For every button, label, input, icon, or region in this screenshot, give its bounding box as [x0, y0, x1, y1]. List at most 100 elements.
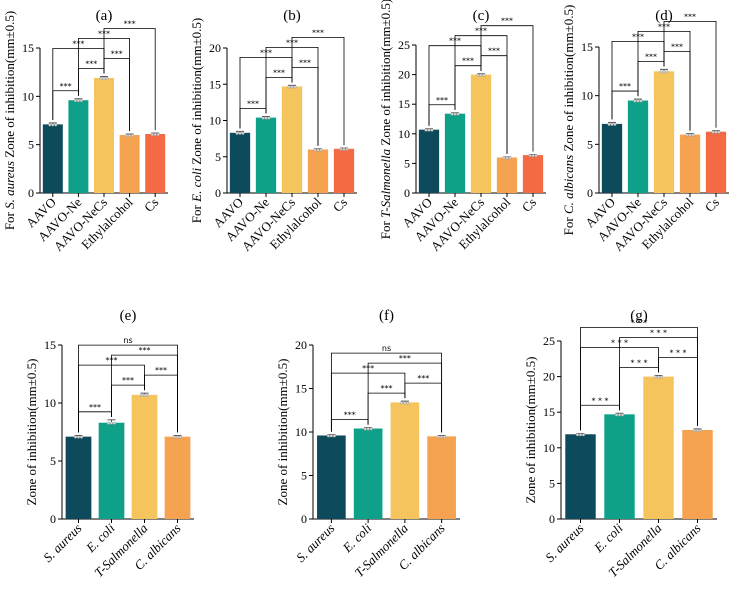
bar: [333, 148, 355, 193]
significance-label: * * *: [669, 349, 686, 358]
significance-label: ***: [344, 411, 356, 420]
significance-label: * * *: [630, 319, 647, 328]
replicate-dot: [109, 421, 113, 425]
replicate-dot: [582, 433, 586, 437]
significance-bracket: [78, 344, 178, 433]
y-tick-label: 10: [543, 441, 555, 455]
replicate-dot: [508, 156, 512, 160]
chart-panel-c: (c) 0 5 10 15 20 25 For T-Salmonella Zone of in…: [378, 0, 546, 254]
replicate-dot: [579, 433, 583, 437]
replicate-dot: [172, 435, 176, 439]
bar: [444, 113, 466, 193]
y-tick-label: 10: [209, 114, 221, 128]
significance-label: ***: [619, 82, 631, 91]
replicate-dot: [699, 429, 703, 433]
replicate-dot: [142, 393, 146, 397]
significance-bracket: [480, 25, 534, 152]
y-tick-label: 10: [44, 396, 56, 410]
category-label: E. coli: [590, 520, 626, 556]
replicate-dot: [528, 154, 532, 158]
chart-panel-d: (d) 0 5 10 15 For C. albicans Zone of inhibit…: [561, 5, 729, 254]
bar: [131, 394, 158, 519]
replicate-dot: [654, 375, 658, 379]
y-tick-label: 0: [549, 512, 555, 526]
significance-label: ***: [299, 58, 311, 67]
bar: [390, 402, 420, 519]
y-tick-label: 5: [28, 138, 34, 152]
category-label: Cs: [330, 195, 350, 215]
chart-panel-a: (a) 0 5 10 15 For S. aureus Zone of inhibitio…: [2, 8, 168, 254]
replicate-dot: [424, 128, 428, 132]
replicate-dot: [131, 133, 135, 137]
replicate-dot: [73, 99, 77, 103]
replicate-dot: [235, 131, 239, 135]
replicate-dot: [156, 133, 160, 137]
replicate-dot: [319, 148, 323, 152]
replicate-dot: [316, 148, 320, 152]
y-axis-title: Zone of inhibition(mm±0.5): [24, 359, 39, 506]
replicate-dot: [125, 133, 129, 137]
y-axis-title: For E. coli Zone of inhibition(mm±0.5): [189, 18, 204, 223]
replicate-dot: [76, 435, 80, 439]
y-tick-label: 15: [398, 97, 410, 111]
replicate-dot: [621, 413, 625, 417]
replicate-dot: [339, 147, 343, 151]
replicate-dot: [99, 76, 103, 80]
y-tick-label: 10: [295, 425, 307, 439]
category-label: Cs: [702, 195, 722, 215]
replicate-dot: [406, 401, 410, 405]
replicate-dot: [502, 156, 506, 160]
significance-label: ***: [671, 42, 683, 51]
y-tick-label: 15: [209, 77, 221, 91]
bar: [317, 435, 346, 519]
y-tick-label: 0: [587, 186, 593, 200]
significance-label: * * *: [591, 396, 608, 405]
replicate-dot: [717, 130, 721, 134]
significance-label: ***: [501, 17, 513, 26]
replicate-dot: [54, 123, 58, 127]
replicate-dot: [618, 413, 622, 417]
bar: [145, 134, 166, 193]
replicate-dot: [688, 133, 692, 137]
replicate-dot: [615, 413, 619, 417]
replicate-dot: [576, 433, 580, 437]
category-label: Cs: [519, 195, 539, 215]
chart-panel-b: (b) 0 5 10 15 20 For E. coli Zone of inhibitio…: [189, 8, 357, 254]
replicate-dot: [102, 76, 106, 80]
replicate-dot: [79, 435, 83, 439]
bar: [229, 132, 251, 193]
replicate-dot: [106, 421, 110, 425]
y-tick-label: 5: [549, 476, 555, 490]
replicate-dot: [293, 85, 297, 89]
y-tick-label: 15: [295, 382, 307, 396]
y-tick-label: 0: [28, 186, 34, 200]
y-axis-title: For T-Salmonella Zone of inhibition(mm±0…: [378, 0, 393, 239]
replicate-dot: [145, 393, 149, 397]
replicate-dot: [665, 70, 669, 74]
replicate-dot: [696, 429, 700, 433]
y-axis-title: For C. albicans Zone of inhibition(mm±0.…: [561, 5, 576, 236]
y-tick-label: 15: [44, 338, 56, 352]
significance-label: * * *: [650, 329, 667, 338]
significance-bracket: [103, 28, 156, 131]
significance-label: ***: [247, 100, 259, 109]
significance-label: ***: [488, 47, 500, 56]
replicate-dot: [363, 427, 367, 431]
y-tick-label: 20: [295, 338, 307, 352]
replicate-dot: [313, 148, 317, 152]
panel-label: (g): [630, 308, 648, 324]
bar: [119, 135, 140, 193]
replicate-dot: [326, 434, 330, 438]
replicate-dot: [369, 427, 373, 431]
panel-label: (b): [283, 8, 301, 24]
replicate-dot: [531, 154, 535, 158]
replicate-dot: [482, 73, 486, 77]
bar: [65, 436, 92, 519]
replicate-dot: [79, 99, 83, 103]
y-tick-label: 5: [50, 454, 56, 468]
replicate-dot: [659, 70, 663, 74]
replicate-dot: [241, 131, 245, 135]
replicate-dot: [440, 435, 444, 439]
replicate-dot: [456, 112, 460, 116]
replicate-dot: [342, 147, 346, 151]
